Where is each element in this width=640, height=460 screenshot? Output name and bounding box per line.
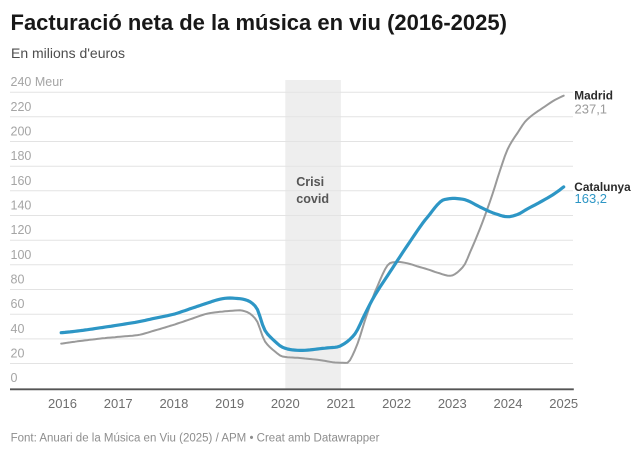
svg-text:0: 0	[11, 371, 18, 385]
svg-text:covid: covid	[296, 192, 329, 206]
svg-text:Madrid: Madrid	[574, 89, 613, 103]
svg-text:20: 20	[11, 347, 25, 361]
svg-text:60: 60	[11, 297, 25, 311]
svg-text:2023: 2023	[438, 396, 467, 411]
svg-text:220: 220	[11, 100, 32, 114]
svg-text:Crisi: Crisi	[296, 175, 324, 189]
svg-text:2020: 2020	[271, 396, 300, 411]
svg-text:Catalunya: Catalunya	[574, 180, 631, 194]
svg-text:180: 180	[11, 149, 32, 163]
svg-text:240 Meur: 240 Meur	[11, 75, 64, 89]
svg-text:2016: 2016	[48, 396, 77, 411]
svg-text:2025: 2025	[549, 396, 578, 411]
svg-text:En milions d'euros: En milions d'euros	[11, 45, 125, 61]
svg-text:2021: 2021	[326, 396, 355, 411]
svg-text:100: 100	[11, 248, 32, 262]
svg-text:2022: 2022	[382, 396, 411, 411]
svg-text:237,1: 237,1	[575, 101, 608, 116]
svg-text:80: 80	[11, 273, 25, 287]
svg-text:Font: Anuari de la Música en V: Font: Anuari de la Música en Viu (2025) …	[11, 433, 380, 445]
svg-text:2018: 2018	[159, 396, 188, 411]
svg-text:160: 160	[11, 174, 32, 188]
svg-text:200: 200	[11, 125, 32, 139]
svg-text:Facturació neta de la música e: Facturació neta de la música en viu (201…	[11, 10, 507, 35]
svg-text:2017: 2017	[104, 396, 133, 411]
svg-text:140: 140	[11, 199, 32, 213]
svg-text:120: 120	[11, 223, 32, 237]
svg-text:2024: 2024	[494, 396, 523, 411]
svg-text:2019: 2019	[215, 396, 244, 411]
svg-text:40: 40	[11, 322, 25, 336]
svg-text:163,2: 163,2	[575, 191, 608, 206]
